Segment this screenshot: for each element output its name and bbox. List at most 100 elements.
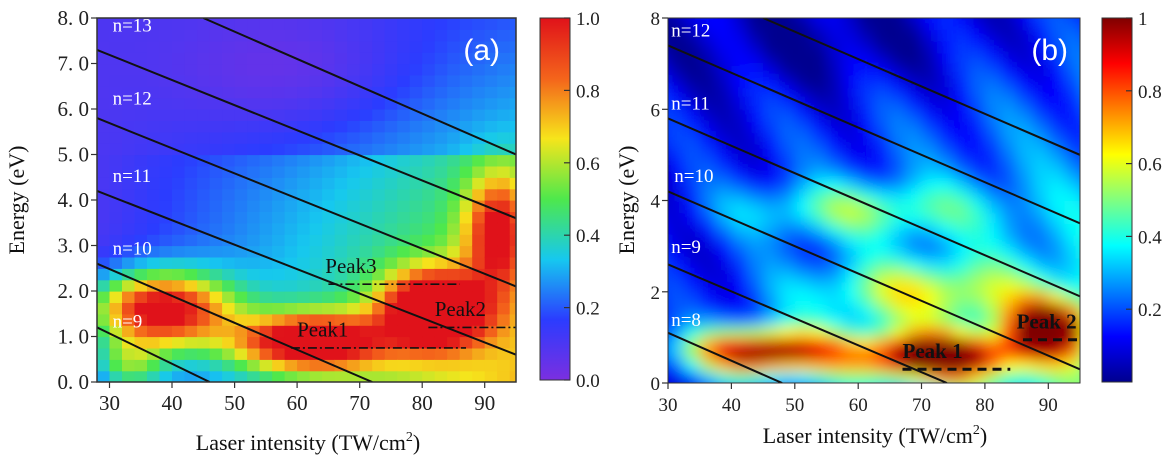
heat-cell — [921, 200, 938, 213]
heat-cell — [1000, 166, 1018, 179]
heat-cell — [826, 326, 843, 338]
heat-cell — [272, 234, 286, 247]
heat-cell — [683, 52, 701, 65]
heat-cell — [372, 177, 386, 190]
heat-cell — [197, 29, 211, 42]
heat-cell — [763, 360, 780, 373]
heatmap-b — [668, 0, 1096, 406]
heat-cell — [359, 347, 373, 360]
heat-cell — [668, 0, 684, 7]
heat-cell — [763, 211, 780, 224]
heat-cell — [1048, 371, 1065, 383]
heat-cell — [842, 75, 859, 87]
heat-cell — [422, 63, 436, 76]
heat-cell — [97, 18, 111, 30]
heat-cell — [826, 75, 843, 87]
heat-cell — [1080, 383, 1096, 395]
heat-cell — [1064, 268, 1080, 281]
heat-cell — [747, 394, 763, 406]
heat-cell — [763, 177, 780, 190]
heat-cell — [826, 86, 843, 99]
heat-cell — [715, 154, 732, 167]
heat-cell — [826, 29, 843, 42]
heat-cell — [858, 371, 875, 383]
heat-cell — [794, 360, 812, 373]
heat-cell — [810, 166, 827, 179]
heat-cell — [810, 63, 827, 76]
heat-cell — [484, 370, 498, 382]
colorbar-b — [1101, 17, 1133, 383]
heat-cell — [668, 234, 685, 247]
heat-cell — [794, 18, 812, 19]
heat-cell — [1048, 52, 1065, 65]
heat-cell — [683, 314, 701, 327]
heat-cell — [334, 268, 348, 281]
heat-cell — [778, 189, 796, 202]
heat-cell — [842, 383, 858, 395]
heat-cell — [309, 336, 323, 349]
heat-cell — [272, 302, 286, 315]
heat-cell — [668, 314, 685, 327]
x-tick-label: 50 — [224, 391, 245, 415]
heat-cell — [1016, 97, 1033, 110]
heat-cell — [109, 109, 123, 121]
heat-cell — [810, 18, 827, 19]
heat-cell — [397, 222, 411, 235]
heat-cell — [309, 177, 323, 190]
heat-cell — [1032, 246, 1049, 259]
heat-cell — [422, 18, 436, 30]
heat-cell — [1064, 18, 1080, 19]
heat-cell — [668, 223, 669, 236]
heat-cell — [247, 97, 261, 110]
heat-cell — [497, 131, 511, 144]
heat-cell — [147, 18, 161, 30]
heat-cell — [921, 132, 938, 145]
heat-cell — [334, 177, 348, 190]
heat-cell — [889, 189, 907, 202]
panel-label-b: (b) — [1031, 34, 1068, 67]
heat-cell — [272, 120, 286, 133]
heat-cell — [668, 132, 685, 145]
heat-cell — [921, 337, 938, 350]
heat-cell — [747, 29, 764, 42]
heat-cell — [668, 29, 669, 42]
heat-cell — [359, 74, 373, 87]
heat-cell — [699, 75, 717, 87]
heat-cell — [1080, 326, 1096, 338]
heat-cell — [434, 222, 448, 235]
heat-cell — [794, 109, 812, 122]
heat-cell — [953, 109, 970, 122]
heat-cell — [259, 279, 273, 292]
heat-cell — [731, 371, 748, 383]
heat-cell — [668, 246, 685, 259]
heat-cell — [889, 371, 907, 383]
heat-cell — [159, 29, 173, 42]
heat-cell — [905, 303, 923, 316]
heat-cell — [1016, 268, 1033, 281]
heat-cell — [874, 143, 891, 156]
heat-cell — [794, 86, 812, 99]
heat-cell — [397, 336, 411, 349]
heat-cell — [122, 165, 136, 178]
heat-cell — [699, 326, 717, 338]
y-axis-label-b: Energy (eV) — [614, 146, 639, 255]
heat-cell — [434, 234, 448, 247]
heat-cell — [497, 74, 511, 87]
heat-cell — [447, 291, 461, 303]
heat-cell — [715, 86, 732, 99]
colorbar-tick-label: 0.6 — [576, 154, 600, 175]
heat-cell — [397, 120, 411, 133]
heat-cell — [1064, 132, 1080, 145]
heat-cell — [384, 120, 398, 133]
heat-cell — [359, 302, 373, 315]
heat-cell — [953, 223, 970, 236]
heat-cell — [359, 245, 373, 258]
heat-cell — [197, 109, 211, 121]
heat-cell — [874, 280, 891, 293]
heat-cell — [731, 177, 748, 190]
heat-cell — [969, 29, 986, 42]
heat-cell — [397, 18, 411, 30]
heat-cell — [159, 268, 173, 281]
heat-cell — [322, 86, 336, 99]
